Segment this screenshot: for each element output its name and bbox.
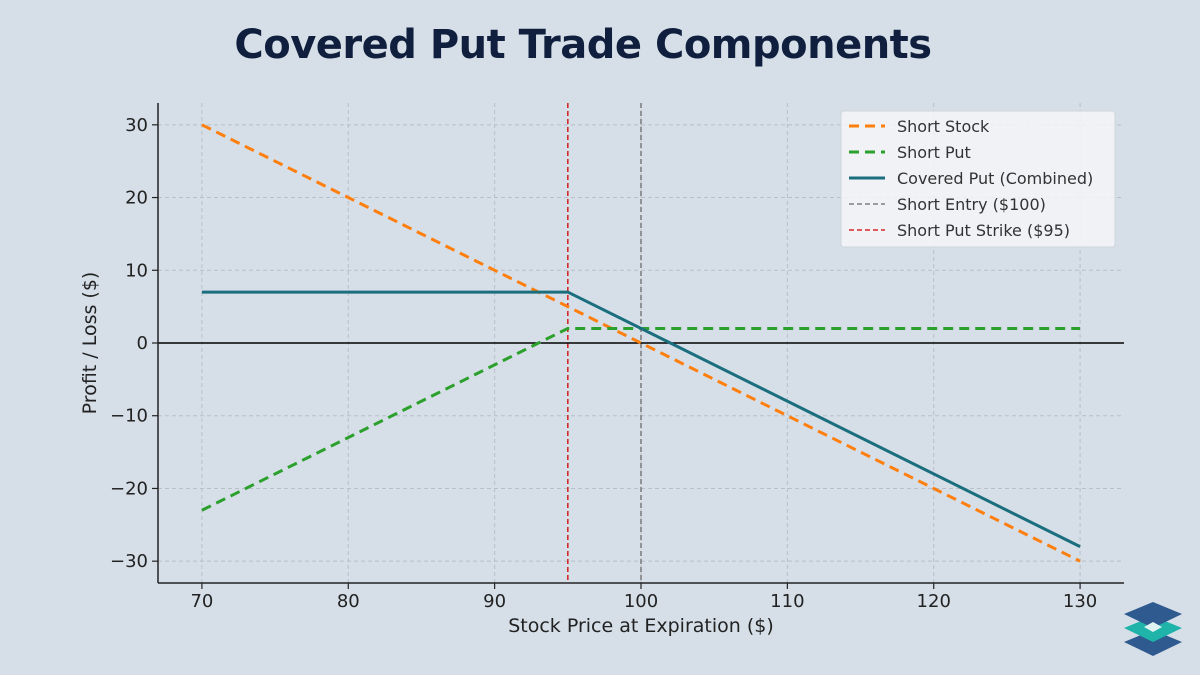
series-line [201, 123, 1081, 563]
y-tick-label: −10 [110, 406, 148, 427]
x-tick-label: 80 [337, 591, 360, 612]
x-tick-label: 90 [483, 591, 506, 612]
x-tick-label: 130 [1063, 591, 1097, 612]
x-tick-label: 70 [190, 591, 213, 612]
legend-box [840, 110, 1116, 248]
series-line [201, 290, 1081, 548]
page-title: Covered Put Trade Components [234, 22, 932, 68]
x-tick-label: 120 [917, 591, 951, 612]
y-tick-label: −30 [110, 551, 148, 572]
legend-label: Short Stock [897, 117, 990, 136]
x-axis-label: Stock Price at Expiration ($) [508, 615, 774, 637]
legend-label: Short Put Strike ($95) [897, 221, 1070, 240]
legend: Short Stock Short Put Covered Put (Combine… [840, 110, 1116, 248]
y-tick-label: 0 [137, 333, 148, 354]
y-tick-label: 20 [125, 188, 148, 209]
y-tick-label: 10 [125, 260, 148, 281]
legend-label: Short Entry ($100) [897, 195, 1046, 214]
y-tick-label: −20 [110, 478, 148, 499]
legend-label: Short Put [897, 143, 971, 162]
x-tick-label: 110 [770, 591, 804, 612]
brand-logo-icon [1124, 602, 1182, 656]
y-axis-label: Profit / Loss ($) [79, 272, 101, 415]
x-tick-label: 100 [624, 591, 658, 612]
series-line [201, 326, 1081, 512]
legend-label: Covered Put (Combined) [897, 169, 1093, 188]
y-tick-label: 30 [125, 115, 148, 136]
